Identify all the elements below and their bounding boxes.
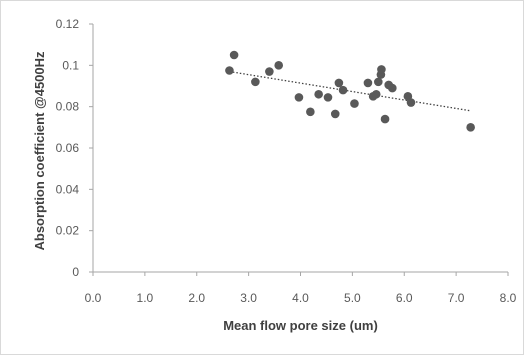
data-point [274, 61, 284, 70]
y-tick-label: 0.12 [56, 17, 80, 31]
y-tick-label: 0 [72, 265, 79, 279]
data-point [314, 89, 323, 99]
data-points [225, 50, 475, 132]
data-point [380, 114, 390, 124]
data-point [388, 83, 397, 93]
y-tick-label: 0.1 [62, 58, 79, 72]
data-point [338, 85, 348, 95]
data-point [294, 93, 304, 102]
x-tick-label: 6.0 [396, 291, 413, 305]
y-tick-label: 0.06 [56, 141, 80, 155]
x-tick-label: 4.0 [292, 291, 309, 305]
data-point [406, 98, 416, 107]
x-tick-label: 2.0 [188, 291, 205, 305]
data-point [377, 65, 386, 74]
data-point [229, 50, 239, 60]
y-axis-ticks: 0 0.02 0.04 0.06 0.08 0.1 0.12 [56, 17, 93, 279]
x-axis-ticks: 0.0 1.0 2.0 3.0 4.0 5.0 6.0 7.0 8.0 [85, 272, 517, 305]
data-point [363, 78, 373, 88]
y-tick-label: 0.08 [56, 100, 80, 114]
data-point [225, 66, 234, 75]
x-axis-title: Mean flow pore size (um) [223, 318, 378, 333]
data-point [330, 109, 340, 119]
data-point [374, 77, 383, 87]
x-tick-label: 5.0 [344, 291, 361, 305]
data-point [371, 89, 381, 99]
x-tick-label: 7.0 [448, 291, 465, 305]
data-point [306, 107, 315, 117]
y-tick-label: 0.04 [56, 182, 80, 196]
y-tick-label: 0.02 [56, 224, 80, 238]
x-tick-label: 0.0 [85, 291, 102, 305]
data-point [350, 99, 359, 108]
x-tick-label: 1.0 [137, 291, 154, 305]
data-point [251, 77, 260, 87]
data-point [334, 78, 344, 88]
x-tick-label: 8.0 [500, 291, 517, 305]
x-tick-label: 3.0 [240, 291, 257, 305]
linear-trendline [229, 70, 471, 112]
data-point [323, 93, 333, 102]
data-point [466, 123, 475, 132]
data-point [265, 67, 274, 76]
y-axis-title: Absorption coefficient @4500Hz [32, 51, 47, 251]
